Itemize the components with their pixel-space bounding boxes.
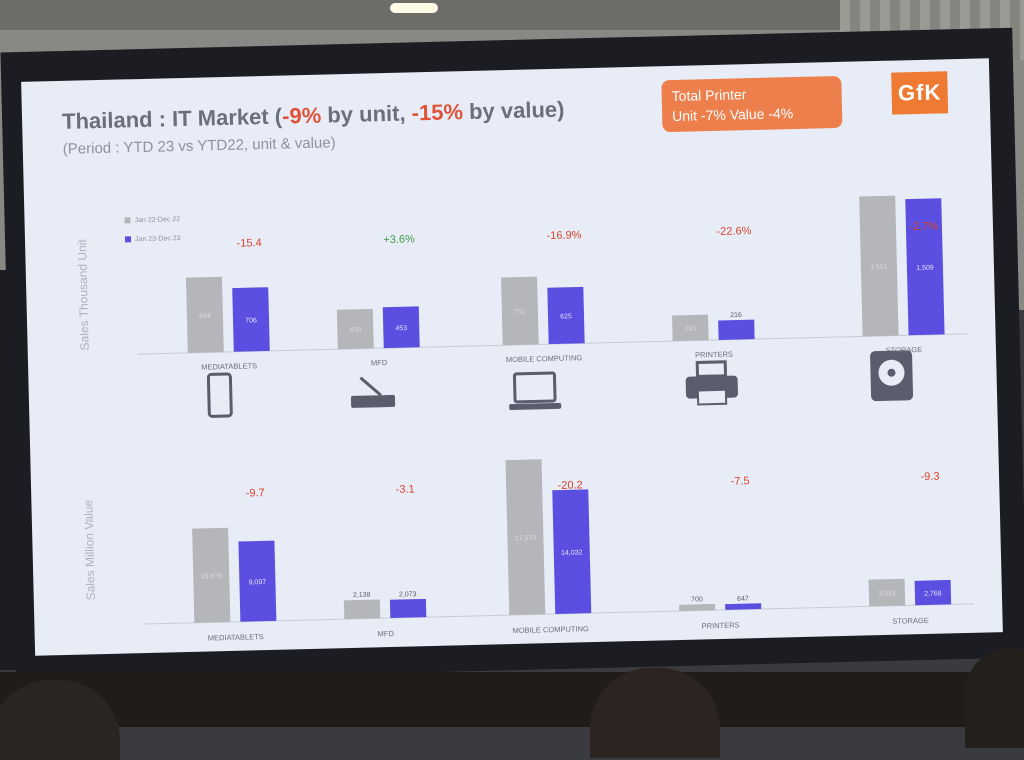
bar-value-label: 17,573 xyxy=(515,535,537,543)
bar-curr xyxy=(382,306,420,349)
change-label: +3.6% xyxy=(383,233,415,246)
bar-prev xyxy=(185,276,224,353)
bar-prev xyxy=(868,578,906,607)
bar-value-label: 625 xyxy=(560,313,572,320)
category-label: STORAGE xyxy=(886,345,923,355)
bar-curr xyxy=(232,287,270,352)
bar-curr xyxy=(389,598,427,619)
change-label: -9.7 xyxy=(246,487,265,499)
printer-scanner-icon xyxy=(350,376,396,408)
bar-prev xyxy=(505,459,546,616)
bar-value-label: 2,073 xyxy=(399,591,417,598)
bar-curr xyxy=(914,579,952,606)
category-label: PRINTERS xyxy=(695,350,733,360)
bar-value-label: 706 xyxy=(245,317,257,324)
bar-value-label: 2,138 xyxy=(353,592,371,599)
hard-drive-icon xyxy=(870,350,914,402)
bar-value-label: 438 xyxy=(349,327,361,334)
bar-value-label: 14,032 xyxy=(561,549,583,557)
bar-value-label: 1,551 xyxy=(870,264,888,271)
bar-curr xyxy=(552,489,592,615)
category-label: PRINTERS xyxy=(702,621,740,631)
change-label: -7.5 xyxy=(730,475,749,487)
change-label: -2.7% xyxy=(909,221,938,234)
bar-curr xyxy=(725,603,762,610)
laptop-icon xyxy=(509,371,562,411)
category-label: MOBILE COMPUTING xyxy=(506,353,583,364)
ceiling-light xyxy=(390,3,438,13)
bar-value-label: 2,768 xyxy=(924,590,942,597)
audience-head xyxy=(965,648,1024,748)
bar-value-label: 647 xyxy=(737,596,749,603)
bar-prev xyxy=(859,195,899,337)
bar-charts: 834 706 MEDIATABLETS -15.4 438 453 MFD +3.6% 751… xyxy=(137,195,975,643)
change-label: -22.6% xyxy=(716,225,751,238)
category-label: MEDIATABLETS xyxy=(208,632,264,642)
category-label: MEDIATABLETS xyxy=(201,361,257,371)
bar-value-label: 700 xyxy=(691,596,703,603)
bar-value-label: 751 xyxy=(514,309,526,316)
change-label: -15.4 xyxy=(236,237,261,250)
bar-prev xyxy=(679,603,716,611)
bar-value-label: 283 xyxy=(684,326,696,333)
category-label: MFD xyxy=(377,629,394,638)
bar-prev xyxy=(192,527,231,623)
bar-value-label: 3,033 xyxy=(878,590,896,597)
audience-floor xyxy=(0,672,1024,727)
bar-value-label: 1,509 xyxy=(916,265,934,272)
bar-value-label: 834 xyxy=(199,313,211,320)
bar-curr xyxy=(547,286,585,345)
change-label: -3.1 xyxy=(396,483,415,495)
bar-value-label: 10,678 xyxy=(200,573,222,581)
change-label: -16.9% xyxy=(546,229,581,242)
change-label: -20.2 xyxy=(557,479,582,492)
bar-prev xyxy=(501,276,539,346)
bar-value-label: 9,097 xyxy=(249,579,267,586)
category-label: MOBILE COMPUTING xyxy=(512,624,589,635)
bar-curr xyxy=(905,198,945,336)
slide: Thailand : IT Market (-9% by unit, -15% … xyxy=(21,58,1003,656)
bar-prev xyxy=(343,599,381,620)
printer-icon xyxy=(685,360,738,406)
change-label: -9.3 xyxy=(920,471,939,483)
bar-prev xyxy=(336,308,374,350)
category-label: STORAGE xyxy=(892,616,929,626)
category-label: MFD xyxy=(371,358,388,367)
bar-curr xyxy=(238,540,277,622)
bar-value-label: 216 xyxy=(730,312,742,319)
bar-prev xyxy=(672,314,709,342)
bar-curr xyxy=(718,319,755,340)
tablet-icon xyxy=(206,372,233,418)
bar-value-label: 453 xyxy=(395,325,407,332)
